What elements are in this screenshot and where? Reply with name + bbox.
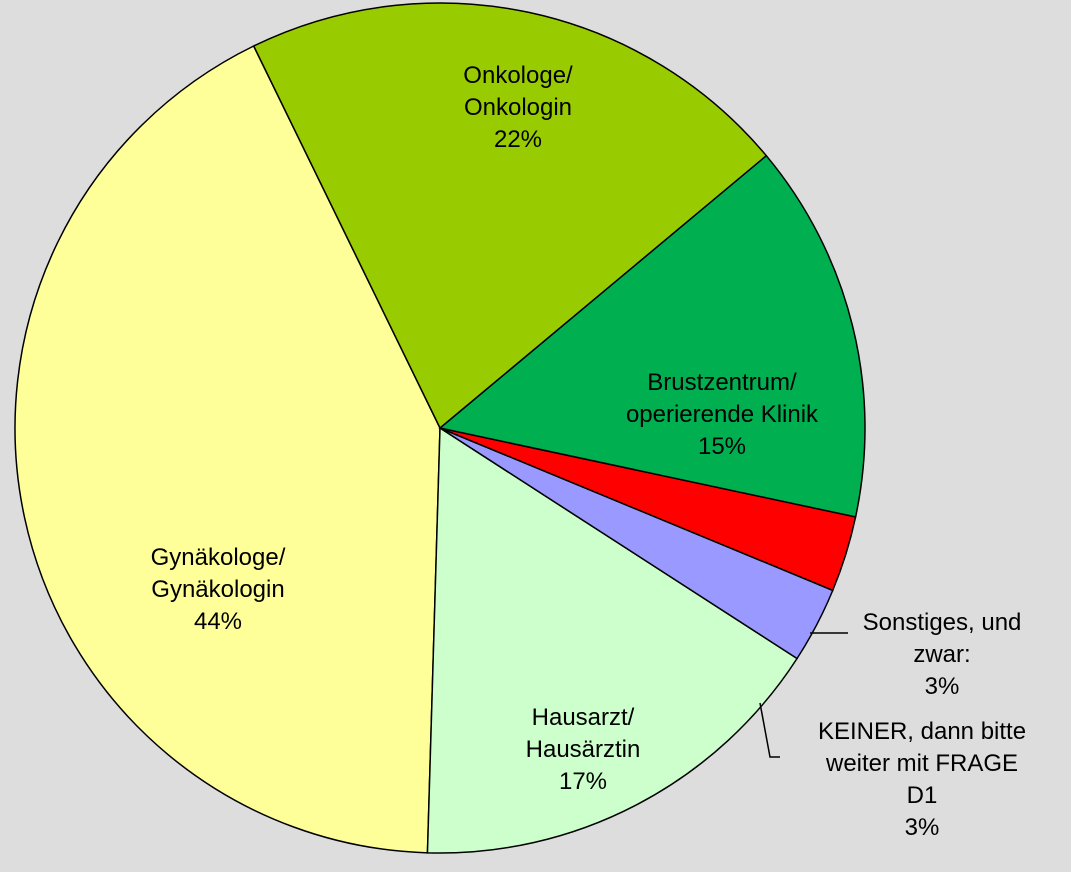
category-label: Sonstiges, und zwar:: [862, 609, 1022, 668]
value-label: 3%: [904, 814, 940, 841]
slice-label: KEINER, dann bitte weiter mit FRAGE D1 3%: [815, 716, 1030, 844]
value-label: 17%: [558, 768, 608, 795]
slice-label: Onkologe/ Onkologin 22%: [433, 60, 603, 156]
slice-label: Brustzentrum/ operierende Klinik 15%: [585, 367, 860, 463]
value-label: 3%: [924, 673, 960, 700]
slice-label: Hausarzt/ Hausärztin 17%: [498, 702, 668, 798]
pie-slice: [426, 426, 799, 854]
category-label: Gynäkologe/ Gynäkologin: [150, 544, 286, 603]
category-label: Onkologe/ Onkologin: [463, 62, 573, 121]
value-label: 15%: [697, 433, 747, 460]
value-label: 22%: [493, 126, 543, 153]
leader-line: [759, 702, 780, 758]
value-label: 44%: [193, 608, 243, 635]
category-label: KEINER, dann bitte weiter mit FRAGE D1: [817, 718, 1027, 809]
pie-slice: [252, 2, 768, 430]
slice-label: Gynäkologe/ Gynäkologin 44%: [118, 542, 318, 638]
pie-slice: [438, 154, 866, 518]
slice-label: Sonstiges, und zwar: 3%: [837, 607, 1047, 703]
category-label: Brustzentrum/ operierende Klinik: [625, 369, 819, 428]
pie-slice: [14, 45, 441, 854]
category-label: Hausarzt/ Hausärztin: [525, 704, 641, 763]
